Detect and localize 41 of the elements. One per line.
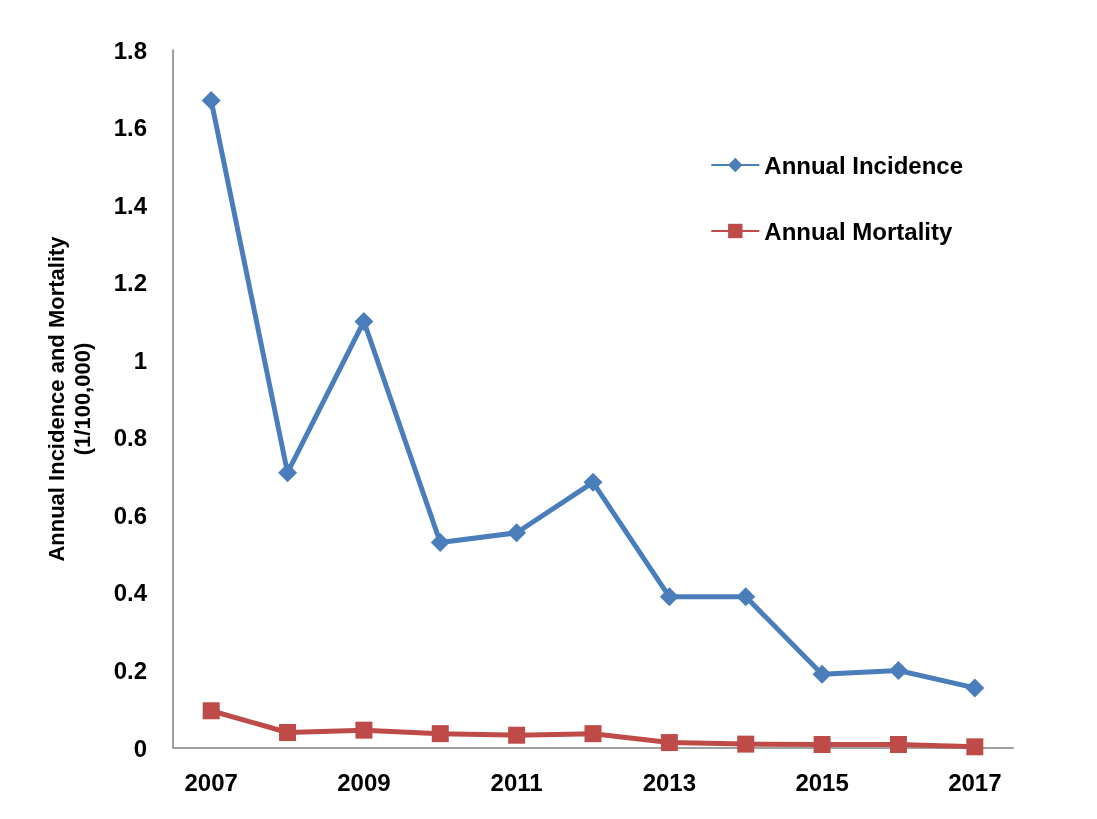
y-tick-label: 1.2	[113, 269, 147, 297]
point	[430, 532, 450, 552]
point	[965, 678, 985, 698]
point	[583, 472, 603, 492]
point	[888, 660, 908, 680]
y-axis-title: Annual Incidence and Mortality (1/100,000)	[43, 235, 95, 562]
legend-label: Annual Mortality	[764, 217, 953, 245]
x-tick-label: 2013	[642, 768, 697, 796]
point	[279, 723, 297, 741]
y-tick-label: 1.8	[113, 36, 147, 64]
y-tick-label: 0.8	[113, 424, 147, 452]
point	[660, 734, 678, 752]
x-tick-label: 2009	[337, 768, 391, 796]
y-tick-label: 1	[133, 346, 147, 374]
point	[431, 725, 449, 743]
point	[278, 463, 298, 483]
y-tick-label: 0	[133, 734, 147, 762]
x-tick-label: 2015	[795, 768, 849, 796]
point	[889, 736, 907, 754]
point	[966, 738, 984, 756]
point	[202, 702, 220, 720]
x-tick-label: 2011	[490, 768, 543, 796]
y-tick-label: 0.2	[113, 656, 147, 684]
point	[354, 311, 374, 331]
legend-label: Annual Incidence	[764, 151, 963, 179]
y-tick-label: 1.4	[113, 191, 148, 219]
point	[507, 523, 527, 543]
point	[736, 587, 756, 607]
point	[355, 721, 373, 739]
y-tick-label: 0.6	[113, 501, 147, 529]
point	[812, 664, 832, 684]
point	[584, 725, 602, 743]
point	[201, 90, 221, 110]
point	[813, 736, 831, 754]
x-tick-label: 2007	[184, 768, 238, 796]
point	[659, 587, 679, 607]
y-tick-label: 0.4	[113, 579, 148, 607]
point	[737, 735, 755, 753]
point	[508, 726, 526, 744]
y-tick-label: 1.6	[113, 114, 147, 142]
x-tick-label: 2017	[948, 768, 1002, 796]
